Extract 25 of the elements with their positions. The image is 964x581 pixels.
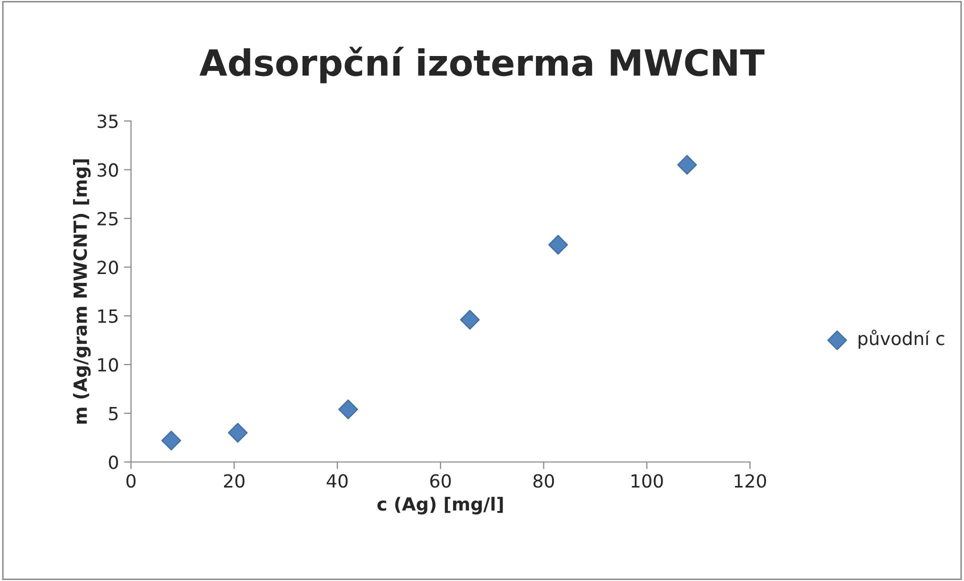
chart-title: Adsorpční izoterma MWCNT — [200, 46, 764, 84]
y-tick-label: 0 — [108, 455, 118, 470]
y-tick-label: 20 — [98, 260, 118, 274]
point — [548, 234, 568, 255]
y-tick-label: 15 — [98, 310, 118, 323]
x-tick-label: 40 — [326, 474, 348, 488]
y-tick-label: 5 — [109, 406, 118, 420]
y-tick-label: 10 — [98, 358, 118, 372]
y-axis-title: m (Ag/gram MWCNT) [mg] — [73, 159, 91, 424]
x-tick-label: 100 — [632, 474, 663, 488]
x-tick-label: 80 — [533, 474, 554, 488]
point — [228, 422, 248, 443]
x-tick-label: 120 — [734, 474, 766, 488]
legend-label: původní c — [858, 330, 944, 349]
x-tick-label: 60 — [430, 474, 451, 488]
x-tick-label: 20 — [224, 474, 244, 488]
x-axis-title: c (Ag) [mg/l] — [377, 496, 503, 514]
y-tick-label: 25 — [98, 212, 118, 226]
x-tick-label: 0 — [126, 474, 136, 488]
point — [460, 310, 480, 330]
point — [338, 400, 358, 420]
y-tick-label: 35 — [98, 114, 118, 128]
point — [677, 154, 697, 175]
point — [161, 430, 182, 450]
y-tick-label: 30 — [98, 163, 118, 177]
